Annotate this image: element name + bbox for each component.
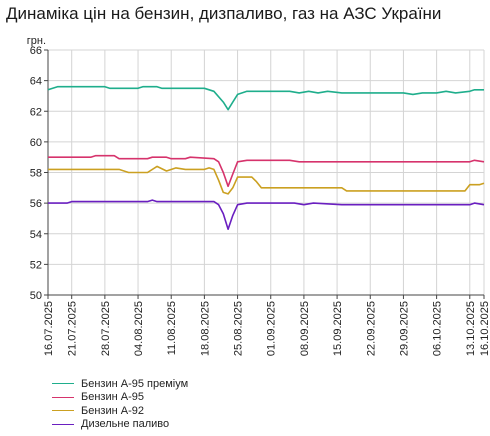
legend-swatch	[52, 396, 74, 398]
x-tick-label: 11.08.2025	[166, 301, 178, 355]
legend-label: Бензин А-95 преміум	[81, 377, 189, 390]
y-tick-label: 60	[30, 137, 42, 149]
legend-item-1: Бензин А-95 преміум	[52, 377, 188, 391]
legend-swatch	[52, 383, 74, 385]
series-line-3	[48, 165, 485, 195]
y-tick-label: 54	[30, 229, 42, 241]
x-tick-label: 08.09.2025	[299, 301, 311, 356]
y-axis-label: грн.	[27, 35, 46, 47]
legend-label: Дизельне паливо	[81, 418, 170, 431]
x-tick-label: 01.09.2025	[266, 301, 278, 356]
y-tick-label: 62	[30, 106, 42, 118]
chart-title: Динаміка цін на бензин, дизпаливо, газ н…	[6, 4, 442, 23]
x-tick-label: 21.07.2025	[67, 301, 79, 356]
x-tick-label: 22.09.2025	[365, 301, 377, 356]
x-tick-label: 29.09.2025	[398, 301, 410, 356]
y-tick-label: 66	[30, 45, 42, 57]
x-tick-label: 06.10.2025	[432, 301, 444, 356]
legend: Бензин А-95 преміум Бензин А-95 Бензин А-9…	[52, 377, 188, 431]
grid	[47, 49, 485, 296]
y-tick-label: 56	[30, 198, 42, 210]
x-tick-label: 04.08.2025	[133, 301, 145, 356]
x-tick-label: 13.10.2025	[465, 301, 477, 356]
legend-swatch	[52, 423, 74, 425]
legend-item-3: Бензин А-92	[52, 404, 188, 418]
legend-swatch	[52, 410, 74, 412]
series-line-1	[47, 85, 484, 111]
x-tick-label: 25.08.2025	[233, 301, 245, 356]
legend-label: Бензин А-95	[81, 391, 144, 404]
x-tick-label: 18.08.2025	[199, 301, 211, 356]
y-tick-label: 64	[30, 76, 42, 88]
series-lines	[47, 85, 485, 230]
legend-label: Бензин А-92	[81, 404, 144, 417]
y-tick-label: 50	[30, 290, 42, 302]
series-line-4	[48, 199, 485, 230]
legend-item-2: Бензин А-95	[52, 391, 188, 405]
x-tick-label: 16.07.2025	[43, 301, 55, 356]
axes	[44, 49, 485, 299]
x-tick-label: 16.10.2025	[479, 301, 490, 356]
legend-item-4: Дизельне паливо	[52, 418, 188, 432]
x-tick-label: 15.09.2025	[332, 301, 344, 356]
y-tick-label: 52	[30, 259, 42, 271]
x-tick-label: 28.07.2025	[100, 301, 112, 356]
series-line-2	[48, 154, 485, 188]
tick-labels: 50 52 54 56 58 60 62 64 66 16.07.2025 21.07.2025 28…	[27, 35, 490, 356]
y-tick-label: 58	[30, 168, 42, 180]
